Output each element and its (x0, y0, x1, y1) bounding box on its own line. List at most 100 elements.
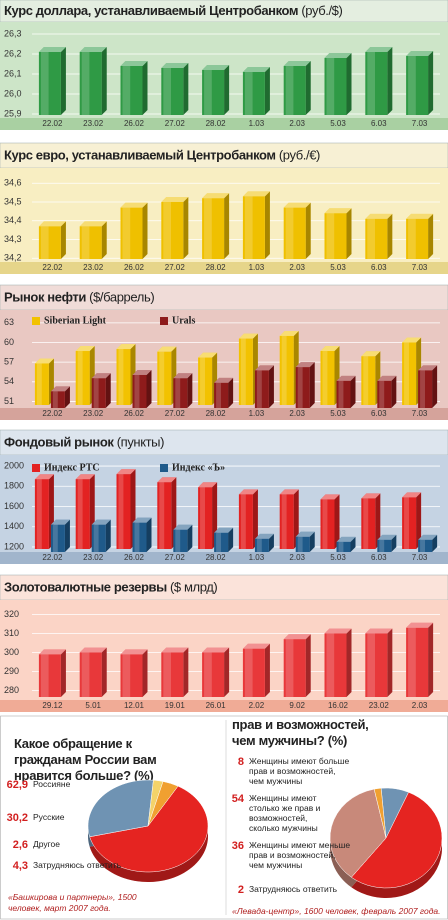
category-strip (0, 700, 448, 712)
legend-swatch (160, 317, 168, 325)
bar-top-light (38, 649, 66, 655)
x-tick-label: 2.03 (289, 263, 305, 272)
poll-label: Затрудняюсь ответить (249, 884, 338, 894)
poll-source: «Левада-центр», 1600 человек, февраль 20… (232, 906, 441, 916)
chart-title: Курс доллара, устанавливаемый Центробанк… (4, 3, 343, 18)
bar-top (377, 375, 397, 381)
bar-top (279, 489, 299, 495)
bar-top (91, 519, 111, 525)
x-tick-label: 27.02 (165, 263, 186, 272)
bar-highlight (122, 654, 131, 697)
bar-top-light (38, 47, 66, 52)
bar-highlight (367, 218, 375, 259)
bar-top-light (283, 202, 311, 208)
bar-highlight (81, 652, 90, 697)
bar-top-light (50, 519, 70, 525)
x-tick-label: 29.12 (42, 701, 63, 710)
x-tick-label: 26.02 (124, 119, 145, 128)
bar-highlight (175, 529, 181, 552)
y-tick-label: 280 (4, 685, 19, 695)
bar (324, 58, 347, 115)
bar-highlight (159, 482, 165, 549)
bar-highlight (77, 479, 83, 549)
bar-top-light (324, 208, 352, 214)
header-bg (0, 574, 448, 601)
bar-top-light (418, 365, 438, 371)
bar (279, 335, 294, 405)
bar-side-shade (428, 622, 434, 697)
bar-highlight (285, 66, 294, 115)
bar (38, 226, 61, 259)
bar-highlight (204, 70, 212, 115)
bar-side-shade (224, 193, 230, 259)
bar-top-light (295, 531, 315, 537)
bar-top (79, 647, 107, 653)
bar (418, 370, 433, 408)
bar (116, 349, 131, 405)
header-bg (0, 142, 448, 169)
bar-side-shade (334, 494, 340, 549)
bar-highlight (81, 226, 90, 259)
bar-top (406, 622, 434, 628)
bar-top-light (324, 53, 352, 58)
x-tick-label: 1.03 (249, 263, 265, 272)
bar-highlight (163, 202, 171, 259)
bar-highlight (297, 536, 303, 552)
y-tick-label: 26,0 (4, 88, 22, 98)
x-tick-label: 5.03 (330, 263, 346, 272)
bar-top (157, 346, 177, 352)
bar (242, 648, 265, 697)
bar-top-light (279, 330, 299, 336)
bar-top (38, 47, 66, 52)
bar-top (202, 193, 230, 199)
bar-side (391, 534, 397, 552)
bar-highlight (93, 524, 99, 552)
bar-highlight (118, 474, 124, 549)
bar-top-light (38, 221, 66, 227)
y-tick-label: 300 (4, 647, 19, 657)
bar-top-light (336, 375, 356, 381)
bar (361, 356, 376, 405)
bar (336, 541, 351, 552)
bar-top (120, 61, 148, 66)
bar-top-light (406, 213, 434, 219)
bar-top-light (320, 494, 340, 500)
bar-highlight (326, 633, 335, 697)
bar (377, 539, 392, 552)
bar-top-light (361, 493, 381, 499)
x-tick-label: 7.03 (412, 263, 428, 272)
bar-side (264, 643, 270, 697)
bar-side (264, 67, 270, 115)
bar (295, 367, 310, 408)
bar-side (64, 519, 70, 552)
x-tick-label: 28.02 (206, 119, 227, 128)
bar-top-light (157, 346, 177, 352)
bar (202, 652, 225, 697)
x-tick-label: 7.03 (412, 409, 428, 418)
bar-top (320, 346, 340, 352)
bar-side (142, 61, 148, 115)
bar-highlight (379, 539, 385, 552)
bar-side-shade (142, 649, 148, 697)
bar-top-light (198, 482, 218, 488)
bar (320, 499, 335, 549)
bar (406, 56, 429, 115)
y-tick-label: 34,4 (4, 215, 22, 225)
bar-side-shade (350, 536, 356, 552)
bar-highlight (408, 218, 416, 259)
bar-top-light (161, 647, 189, 653)
bar-side-shade (101, 47, 107, 115)
bar-highlight (256, 538, 262, 552)
poll-title: Какое обращение к гражданам России вам н… (14, 736, 160, 783)
bar (75, 479, 90, 549)
bar-side (105, 373, 111, 408)
y-tick-label: 34,5 (4, 196, 22, 206)
bar-side (252, 489, 258, 549)
y-tick-label: 25,9 (4, 108, 22, 118)
bar-side (183, 63, 189, 115)
bar (254, 538, 269, 552)
bar-highlight (244, 196, 253, 259)
legend-swatch (32, 317, 40, 325)
bar-top-light (120, 649, 148, 655)
x-tick-label: 28.02 (206, 553, 227, 562)
